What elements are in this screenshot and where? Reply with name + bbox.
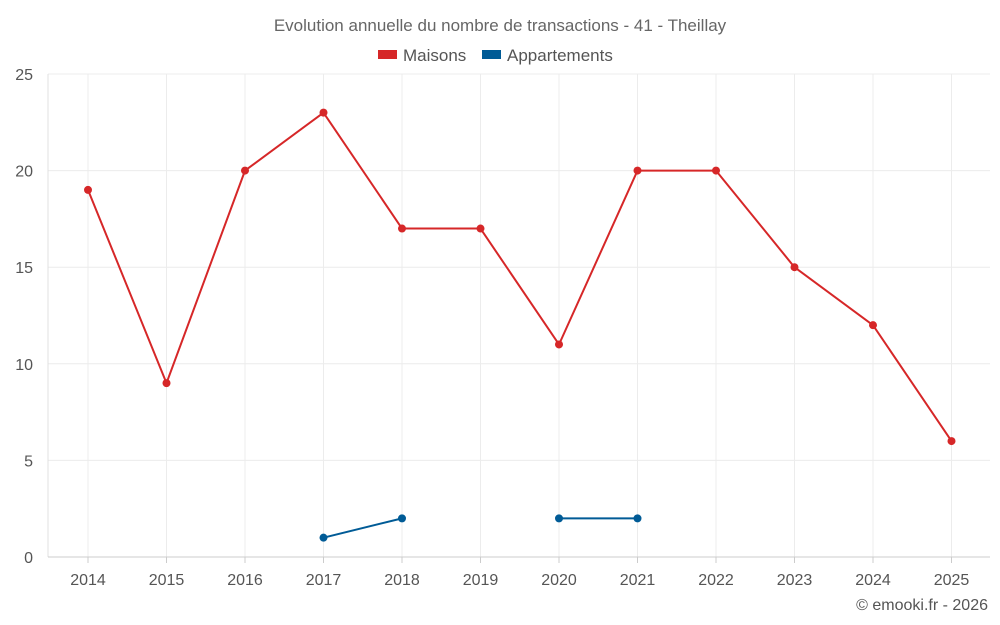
y-tick-label: 5 xyxy=(24,453,33,470)
x-tick-label: 2014 xyxy=(70,572,106,589)
x-tick-label: 2022 xyxy=(698,572,734,589)
x-tick-label: 2015 xyxy=(149,572,185,589)
data-point-maisons[interactable] xyxy=(84,185,92,194)
series-line-appartements xyxy=(323,517,403,539)
data-point-appartements[interactable] xyxy=(633,514,642,523)
grid xyxy=(48,73,990,557)
data-point-maisons[interactable] xyxy=(476,224,485,233)
data-point-maisons[interactable] xyxy=(555,340,563,349)
y-tick-label: 25 xyxy=(15,67,33,84)
data-point-appartements[interactable] xyxy=(319,533,328,542)
data-point-maisons[interactable] xyxy=(947,437,956,446)
x-tick-label: 2017 xyxy=(306,572,342,589)
x-tick-label: 2024 xyxy=(855,572,891,589)
data-point-maisons[interactable] xyxy=(398,224,406,233)
legend: Maisons Appartements xyxy=(378,46,613,65)
data-point-maisons[interactable] xyxy=(241,166,249,175)
credit-text: © emooki.fr - 2026 xyxy=(856,597,988,614)
x-tick-label: 2020 xyxy=(541,572,577,589)
chart-title: Evolution annuelle du nombre de transact… xyxy=(274,16,727,35)
x-tick-label: 2023 xyxy=(777,572,813,589)
y-tick-label: 10 xyxy=(15,357,33,374)
legend-swatch-appartements xyxy=(482,50,501,59)
data-point-appartements[interactable] xyxy=(555,514,563,523)
data-point-appartements[interactable] xyxy=(398,514,406,523)
x-tick-label: 2018 xyxy=(384,572,420,589)
legend-swatch-maisons xyxy=(378,50,397,59)
data-point-maisons[interactable] xyxy=(633,166,642,175)
x-tick-label: 2021 xyxy=(620,572,656,589)
data-point-maisons[interactable] xyxy=(162,379,171,388)
data-point-maisons[interactable] xyxy=(790,263,799,272)
y-tick-label: 15 xyxy=(15,260,33,277)
x-tick-label: 2016 xyxy=(227,572,263,589)
x-tick-label: 2019 xyxy=(463,572,499,589)
data-point-maisons[interactable] xyxy=(869,321,877,330)
legend-label-appartements: Appartements xyxy=(507,46,613,65)
y-tick-label: 0 xyxy=(24,550,33,567)
x-tick-label: 2025 xyxy=(934,572,970,589)
data-point-maisons[interactable] xyxy=(712,166,720,175)
legend-label-maisons: Maisons xyxy=(403,46,466,65)
series-line-maisons xyxy=(87,111,953,442)
series-layer xyxy=(84,108,956,542)
data-point-maisons[interactable] xyxy=(319,108,328,117)
y-tick-label: 20 xyxy=(15,164,33,181)
